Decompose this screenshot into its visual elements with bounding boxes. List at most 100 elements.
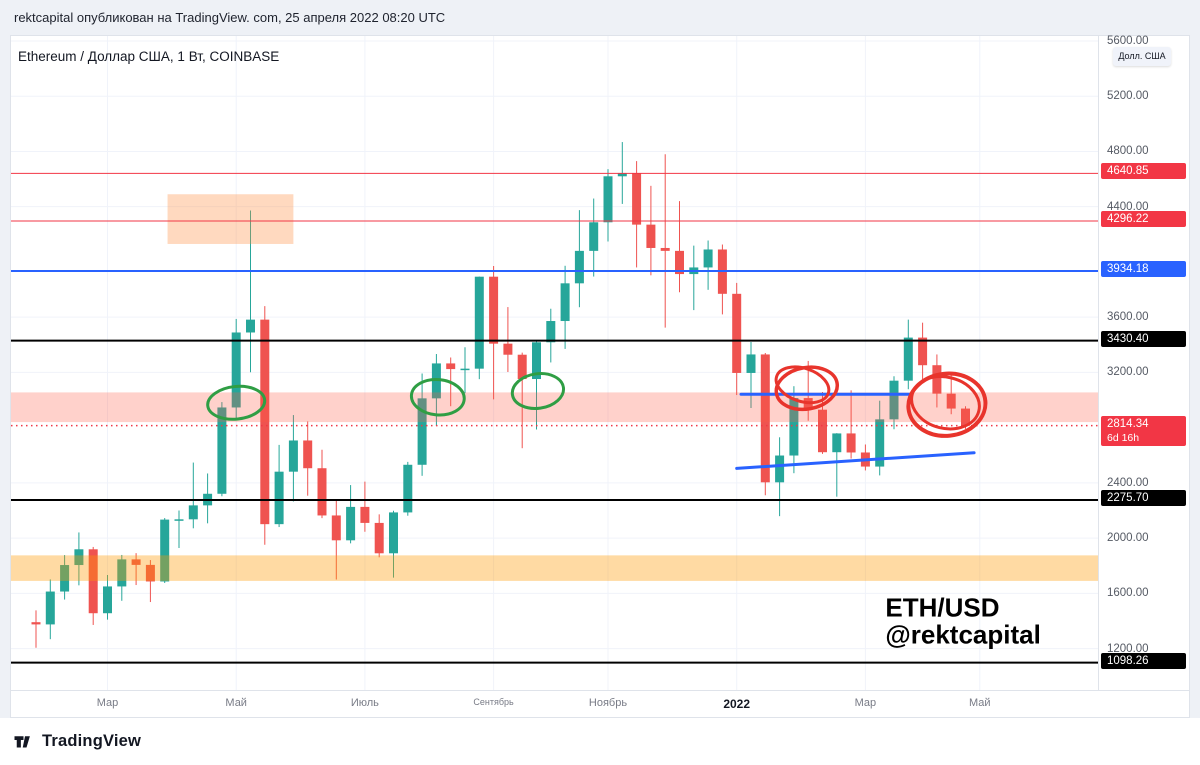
candle-body (60, 565, 70, 592)
red-circle-annotation[interactable] (906, 370, 985, 436)
candle-body (88, 549, 98, 614)
time-label: Июль (350, 697, 379, 709)
candle-body (117, 559, 127, 587)
price-tick: 2400.00 (1107, 476, 1149, 489)
candle-body (317, 468, 327, 516)
candle-body (760, 354, 770, 483)
green-circle-annotation[interactable] (510, 370, 566, 411)
chart-canvas: ETH/USD@rektcapital (11, 36, 1098, 690)
candle-body (946, 393, 956, 409)
candle-body (417, 398, 427, 465)
red-circle-annotation[interactable] (772, 361, 834, 409)
candle-body (903, 337, 913, 381)
candle-body (532, 342, 541, 380)
chart-pane[interactable]: ETH/USD @rektcapital Ethereum / Доллар СШ… (11, 36, 1098, 690)
candle-body (217, 407, 227, 494)
price-tag-4640: 4640.85 (1101, 163, 1186, 180)
price-tag-3430: 3430.40 (1101, 330, 1186, 347)
candle-body (360, 506, 370, 523)
price-tag-3934: 3934.18 (1101, 261, 1186, 277)
candle-body (932, 365, 942, 394)
symbol-legend[interactable]: Ethereum / Доллар США, 1 Вт, COINBASE (18, 49, 280, 64)
candle-body (145, 564, 155, 582)
price-tag-4296: 4296.22 (1101, 211, 1186, 227)
candle-body (889, 380, 899, 420)
time-label: Мар (96, 697, 119, 709)
candle-body (288, 440, 298, 472)
price-tick: 4400.00 (1107, 200, 1149, 213)
demand-zone-band[interactable] (11, 392, 1098, 423)
candle-body (660, 247, 670, 251)
candle-body (174, 519, 184, 521)
candle-body (746, 354, 756, 373)
chart-card: ETH/USD @rektcapital Ethereum / Доллар СШ… (10, 35, 1190, 718)
publication-header: rektcapital опубликован на TradingView. … (0, 0, 1200, 35)
candle-body (346, 506, 356, 541)
candle-body (589, 222, 599, 251)
candle-body (45, 591, 55, 625)
price-axis[interactable]: Долл. США 5600.00 5200.00 4800.00 4400.00 36… (1098, 34, 1189, 690)
price-tick: 3600.00 (1107, 311, 1149, 324)
candle-body (832, 433, 842, 453)
price-tag-current: 2814.34 6d 16h (1101, 415, 1186, 446)
currency-button[interactable]: Долл. США (1113, 47, 1171, 66)
candle-body (732, 293, 742, 373)
candle-body (603, 176, 613, 223)
candle-body (818, 409, 827, 453)
candle-body (374, 522, 384, 554)
candle-body (503, 343, 513, 355)
candle-body (789, 398, 799, 456)
red-circle-annotation[interactable] (905, 370, 988, 440)
range-box[interactable] (167, 194, 294, 244)
support-zone-band[interactable] (11, 555, 1098, 581)
candle-body (389, 512, 398, 554)
candle-body (403, 464, 413, 513)
candle-body (560, 283, 570, 322)
time-label: Мар (854, 697, 877, 709)
publication-text: rektcapital опубликован на TradingView. … (14, 10, 446, 25)
candle-body (546, 321, 556, 343)
candle-body (775, 455, 785, 483)
tradingview-logo-icon[interactable] (13, 731, 34, 752)
candle-body (617, 172, 627, 177)
green-circle-annotation[interactable] (409, 377, 466, 417)
candle-body (675, 250, 684, 275)
candle-body (260, 319, 270, 525)
candle-body (74, 549, 84, 566)
candle-body (846, 433, 856, 453)
price-tick: 5600.00 (1107, 34, 1149, 47)
candle-body (574, 250, 584, 284)
footer: TradingView (0, 718, 1200, 765)
time-label: Ноябрь (588, 697, 628, 709)
green-circle-annotation[interactable] (206, 384, 267, 422)
candle-body (474, 276, 484, 369)
candle-body (517, 354, 527, 380)
candle-body (188, 505, 198, 520)
time-label: 2022 (723, 697, 751, 711)
time-label: Сентябрь (473, 697, 514, 707)
tradingview-brand[interactable]: TradingView (42, 732, 142, 750)
price-tick: 3200.00 (1107, 366, 1149, 379)
candle-body (703, 249, 713, 268)
price-tick: 2000.00 (1107, 532, 1149, 545)
time-label: Май (225, 697, 247, 709)
price-tick: 1200.00 (1107, 642, 1149, 655)
candle-body (646, 224, 656, 248)
candle-body (331, 515, 341, 541)
price-tick: 4800.00 (1107, 145, 1149, 158)
candle-body (460, 368, 470, 371)
candle-body (246, 319, 255, 333)
time-label: Май (969, 697, 991, 709)
price-tick: 5200.00 (1107, 90, 1149, 103)
candle-body (961, 408, 970, 426)
watermark-text: @rektcapital (885, 620, 1040, 650)
candle-body (103, 586, 112, 614)
candle-body (31, 622, 41, 625)
candle-body (918, 337, 928, 366)
ascending-trendline[interactable] (735, 451, 976, 470)
candle-body (274, 471, 284, 525)
candle-body (131, 559, 141, 565)
price-tag-2275: 2275.70 (1101, 490, 1186, 507)
time-axis[interactable]: Мар Май Июль Сентябрь Ноябрь 2022 Мар Май (11, 690, 1189, 717)
